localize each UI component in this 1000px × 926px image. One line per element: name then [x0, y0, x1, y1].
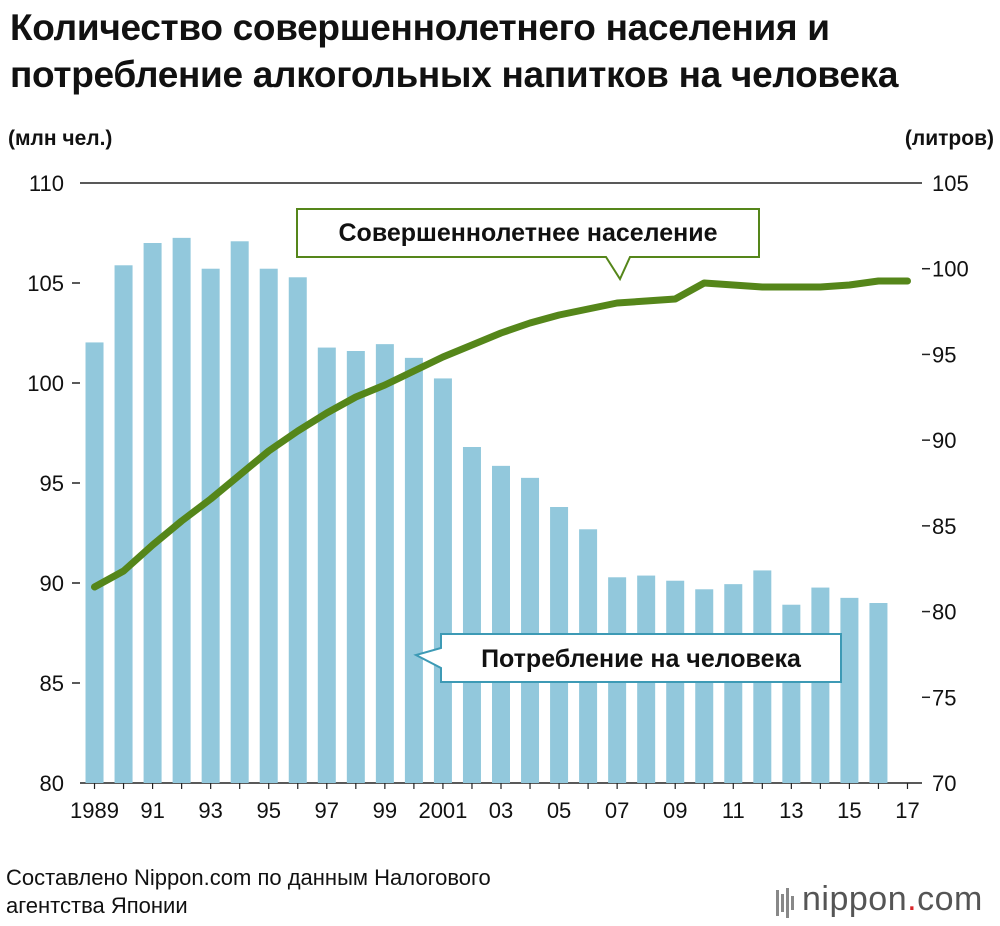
x-tick-label: 2001 — [418, 798, 467, 823]
consumption-bar — [462, 447, 481, 783]
consumption-bar — [172, 237, 191, 783]
logo-bars-icon — [776, 882, 796, 921]
right-tick-label: 90 — [932, 428, 956, 453]
x-tick-label: 97 — [315, 798, 339, 823]
left-tick-label: 95 — [40, 471, 64, 496]
x-tick-label: 15 — [837, 798, 861, 823]
consumption-bar — [695, 589, 714, 783]
consumption-bar — [346, 351, 365, 783]
consumption-bar — [811, 587, 830, 783]
right-tick-label: 75 — [932, 685, 956, 710]
consumption-bar — [491, 465, 511, 783]
x-tick-label: 13 — [779, 798, 803, 823]
source-note: Составлено Nippon.com по данным Налогово… — [6, 864, 491, 920]
left-tick-label: 80 — [40, 771, 64, 796]
right-tick-label: 80 — [932, 600, 956, 625]
left-tick-label: 90 — [40, 571, 64, 596]
x-tick-label: 07 — [605, 798, 629, 823]
logo-dot: . — [907, 880, 918, 918]
population-callout-box — [296, 208, 760, 282]
x-tick-label: 93 — [198, 798, 222, 823]
left-tick-label: 105 — [27, 271, 64, 296]
title-line-1: Количество совершеннолетнего населения и — [10, 7, 830, 48]
consumption-bar — [288, 277, 307, 783]
consumption-callout-box — [413, 633, 842, 683]
source-line-2: агентства Японии — [6, 893, 188, 918]
consumption-bar — [375, 344, 394, 783]
x-tick-label: 03 — [489, 798, 513, 823]
consumption-bar — [782, 604, 801, 783]
consumption-bar — [521, 477, 540, 783]
consumption-bar — [840, 597, 859, 783]
logo-name: nippon — [802, 880, 908, 918]
source-line-1: Составлено Nippon.com по данным Налогово… — [6, 865, 491, 890]
consumption-bar — [143, 243, 162, 783]
x-tick-label: 09 — [663, 798, 687, 823]
right-tick-label: 85 — [932, 514, 956, 539]
x-tick-label: 95 — [256, 798, 280, 823]
right-tick-label: 95 — [932, 342, 956, 367]
left-axis-unit: (млн чел.) — [8, 127, 113, 150]
consumption-bar — [404, 357, 423, 783]
consumption-bar — [259, 268, 278, 783]
consumption-bar — [201, 268, 220, 783]
right-axis-unit: (литров) — [904, 127, 994, 150]
left-tick-label: 100 — [27, 371, 64, 396]
right-tick-label: 100 — [932, 257, 969, 282]
right-tick-label: 105 — [932, 171, 969, 196]
consumption-bar — [114, 265, 133, 783]
consumption-bar — [433, 378, 452, 783]
consumption-bar — [85, 342, 104, 783]
consumption-bar — [724, 584, 743, 783]
x-tick-label: 99 — [373, 798, 397, 823]
chart-title: Количество совершеннолетнего населения и… — [10, 4, 1000, 98]
consumption-callout-label: Потребление на человека — [481, 645, 802, 673]
x-tick-label: 17 — [895, 798, 919, 823]
consumption-bar — [230, 241, 249, 784]
consumption-bar — [317, 347, 336, 783]
right-tick-label: 70 — [932, 771, 956, 796]
x-tick-label: 91 — [140, 798, 164, 823]
nippon-logo: nippon.com — [776, 880, 983, 921]
x-tick-label: 05 — [547, 798, 571, 823]
x-tick-label: 1989 — [70, 798, 119, 823]
consumption-bar — [869, 603, 888, 783]
population-callout-label: Совершеннолетнее население — [339, 219, 718, 247]
adult-population-line — [91, 277, 911, 591]
logo-tld: com — [917, 880, 983, 918]
left-tick-label: 110 — [29, 171, 64, 196]
x-tick-label: 11 — [722, 798, 745, 823]
title-line-2: потребление алкогольных напитков на чело… — [10, 54, 899, 95]
left-tick-label: 85 — [40, 671, 64, 696]
